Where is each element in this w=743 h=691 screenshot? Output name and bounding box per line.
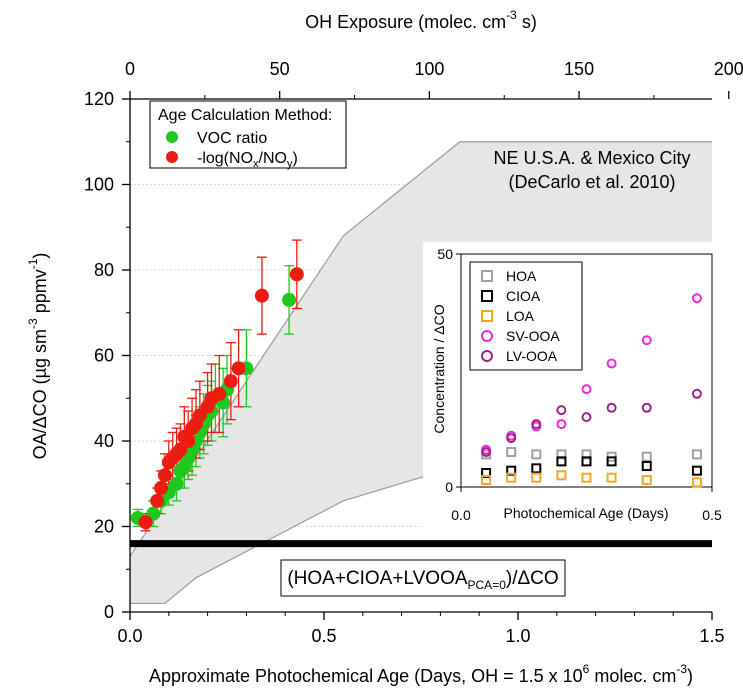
reference-label-box [280,559,566,597]
point-nox [289,267,304,282]
inset-point-hoa [531,449,542,460]
inset-point-loa [531,472,542,483]
top-tick-label: 0 [125,59,135,79]
point-nox [138,515,153,530]
inset-point-sv-ooa [556,419,567,430]
inset-point-cioa [556,456,567,467]
y-tick-label: 20 [94,517,114,537]
inset-legend-label-cioa: CIOA [506,288,541,304]
inset-point-loa [481,475,492,486]
x-tick-label: 1.0 [505,626,530,646]
inset-point-hoa [581,449,592,460]
inset-x-title: Photochemical Age (Days) [504,505,669,521]
reference-label: (HOA+CIOA+LVOOAPCA=0)/ΔCO [287,568,558,592]
inset-point-cioa [641,461,652,472]
inset-point-cioa [531,463,542,474]
y-tick-label: 0 [104,602,114,622]
inset-frame [460,253,713,488]
inset-point-loa [641,475,652,486]
inset-point-cioa [691,465,702,476]
legend-label-voc: VOC ratio [197,130,267,147]
inset-point-sv-ooa [581,384,592,395]
inset-point-lv-ooa [531,419,542,430]
inset-point-lv-ooa [556,405,567,416]
inset-chart: 0 50 0.0 0.5 Photochemical Age (Days) Concent… [423,242,723,532]
inset-point-cioa [581,456,592,467]
inset-legend-label-lv-ooa: LV-OOA [506,348,558,364]
inset-point-lv-ooa [581,412,592,423]
legend-box [149,100,347,169]
inset-legend-label-loa: LOA [506,308,535,324]
y-tick-label: 120 [84,89,114,109]
inset-point-hoa [556,449,567,460]
inset-point-lv-ooa [506,433,517,444]
top-axis-title: OH Exposure (molec. cm-3 s) [305,8,537,32]
y-tick-label: 40 [94,431,114,451]
inset-point-loa [506,472,517,483]
point-nox [154,481,169,496]
inset-x-tick-label: 0.5 [702,507,722,523]
inset-y-title: Concentration / ΔCO [431,304,447,433]
band-label-line1: NE U.S.A. & Mexico City [493,148,690,168]
inset-legend-marker-lv-ooa [481,350,493,362]
inset-point-lv-ooa [691,388,702,399]
top-tick-label: 50 [270,59,290,79]
y-axis-title: OA/ΔCO (µg sm-3 ppmv-1) [26,253,50,460]
inset-point-lv-ooa [641,402,652,413]
point-voc [169,476,184,491]
top-tick-label: 200 [714,59,743,79]
inset-y-tick-label: 50 [437,246,453,262]
inset-point-loa [606,472,617,483]
x-tick-label: 1.5 [699,626,724,646]
inset-legend-marker-hoa [481,270,493,282]
inset-point-sv-ooa [641,335,652,346]
inset-y-tick-label: 0 [445,479,453,495]
inset-point-hoa [641,451,652,462]
inset-point-lv-ooa [606,402,617,413]
inset-point-sv-ooa [606,358,617,369]
y-tick-label: 80 [94,260,114,280]
inset-x-tick-label: 0.0 [451,507,471,523]
inset-legend-label-hoa: HOA [506,268,537,284]
x-tick-label: 0.0 [117,626,142,646]
inset-point-hoa [691,449,702,460]
point-nox [181,434,196,448]
point-nox [231,361,246,376]
point-voc [282,292,297,307]
inset-point-cioa [506,465,517,476]
inset-point-cioa [481,468,492,479]
point-nox [150,493,165,508]
inset-legend-marker-cioa [481,290,493,302]
legend-marker-nox [166,151,178,163]
y-tick-label: 100 [84,175,114,195]
inset-legend-label-sv-ooa: SV-OOA [506,328,560,344]
inset-point-loa [556,470,567,481]
inset-legend-marker-sv-ooa [481,330,493,342]
point-nox [157,468,172,483]
legend-title: Age Calculation Method: [158,107,332,124]
top-tick-label: 100 [414,59,444,79]
legend-label-nox: -log(NOx/NOy) [197,150,298,170]
point-nox [212,386,227,401]
inset-point-cioa [606,456,617,467]
inset-point-sv-ooa [691,293,702,304]
x-tick-label: 0.5 [311,626,336,646]
inset-point-loa [581,472,592,483]
inset-point-loa [691,477,702,488]
band-label-line2: (DeCarlo et al. 2010) [508,172,675,192]
inset-point-lv-ooa [481,447,492,458]
top-tick-label: 150 [564,59,594,79]
point-nox [254,288,269,303]
y-tick-label: 60 [94,346,114,366]
x-axis-title: Approximate Photochemical Age (Days, OH … [149,662,693,686]
point-nox [223,374,238,389]
legend-marker-voc [166,131,178,143]
inset-point-hoa [506,447,517,458]
inset-legend-marker-loa [481,310,493,322]
